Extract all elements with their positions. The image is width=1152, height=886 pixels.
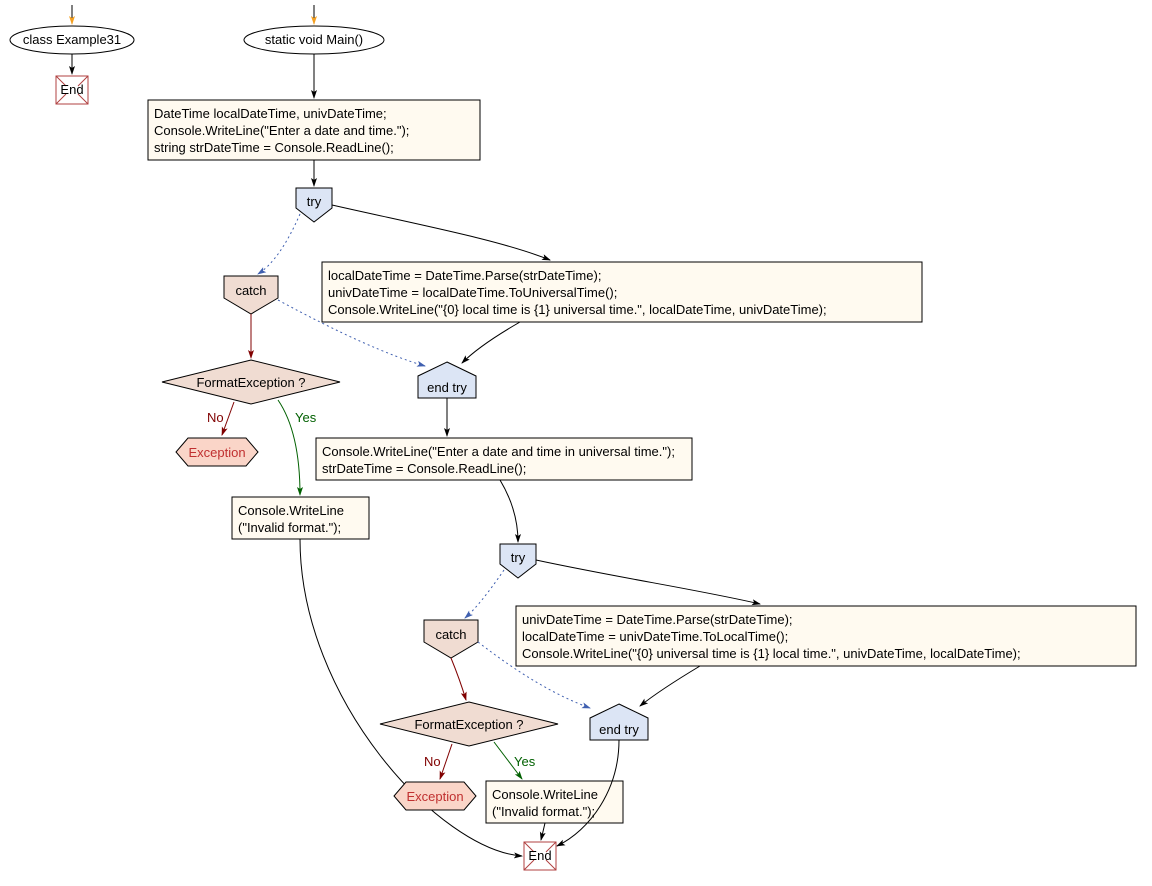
- edge-try2-block4: [536, 560, 760, 604]
- end-node-class: End: [56, 76, 88, 104]
- dec2-yes-label: Yes: [514, 754, 536, 769]
- edge-block2-endtry1: [462, 322, 520, 363]
- main-title: static void Main(): [265, 32, 363, 47]
- dec2-no-label: No: [424, 754, 441, 769]
- endtry1-label: end try: [427, 380, 467, 395]
- edge-dec2-no: [440, 744, 452, 779]
- block4-l1: univDateTime = DateTime.Parse(strDateTim…: [522, 612, 793, 627]
- invalid2-l1: Console.WriteLine: [492, 787, 598, 802]
- edge-try2-catch2: [465, 570, 504, 618]
- catch2-label: catch: [435, 627, 466, 642]
- endtry2-label: end try: [599, 722, 639, 737]
- edge-try1-block2: [332, 205, 550, 260]
- invalid1-l1: Console.WriteLine: [238, 503, 344, 518]
- try1-label: try: [307, 194, 322, 209]
- block4-l3: Console.WriteLine("{0} universal time is…: [522, 646, 1021, 661]
- edge-invalid2-end: [541, 823, 545, 840]
- block3-l2: strDateTime = Console.ReadLine();: [322, 461, 526, 476]
- invalid2-l2: ("Invalid format.");: [492, 804, 595, 819]
- class-title: class Example31: [23, 32, 121, 47]
- block2-l1: localDateTime = DateTime.Parse(strDateTi…: [328, 268, 601, 283]
- end-node-main: End: [524, 842, 556, 870]
- try2-label: try: [511, 550, 526, 565]
- dec1-no-label: No: [207, 410, 224, 425]
- edge-block3-try2: [500, 480, 518, 542]
- exception1-label: Exception: [188, 445, 245, 460]
- end-label-class: End: [60, 82, 83, 97]
- edge-catch2-dec2: [451, 658, 466, 700]
- edge-dec1-no: [222, 402, 234, 435]
- decision1-label: FormatException ?: [196, 375, 305, 390]
- block2-l2: univDateTime = localDateTime.ToUniversal…: [328, 285, 617, 300]
- block4-l2: localDateTime = univDateTime.ToLocalTime…: [522, 629, 788, 644]
- exception2-label: Exception: [406, 789, 463, 804]
- invalid1-l2: ("Invalid format.");: [238, 520, 341, 535]
- catch1-label: catch: [235, 283, 266, 298]
- block1-l2: Console.WriteLine("Enter a date and time…: [154, 123, 409, 138]
- edge-block4-endtry2: [640, 666, 700, 706]
- dec1-yes-label: Yes: [295, 410, 317, 425]
- block2-l3: Console.WriteLine("{0} local time is {1}…: [328, 302, 827, 317]
- end-label-main: End: [528, 848, 551, 863]
- edge-try1-catch1: [258, 214, 300, 274]
- decision2-label: FormatException ?: [414, 717, 523, 732]
- block1-l1: DateTime localDateTime, univDateTime;: [154, 106, 387, 121]
- block1-l3: string strDateTime = Console.ReadLine();: [154, 140, 394, 155]
- block3-l1: Console.WriteLine("Enter a date and time…: [322, 444, 675, 459]
